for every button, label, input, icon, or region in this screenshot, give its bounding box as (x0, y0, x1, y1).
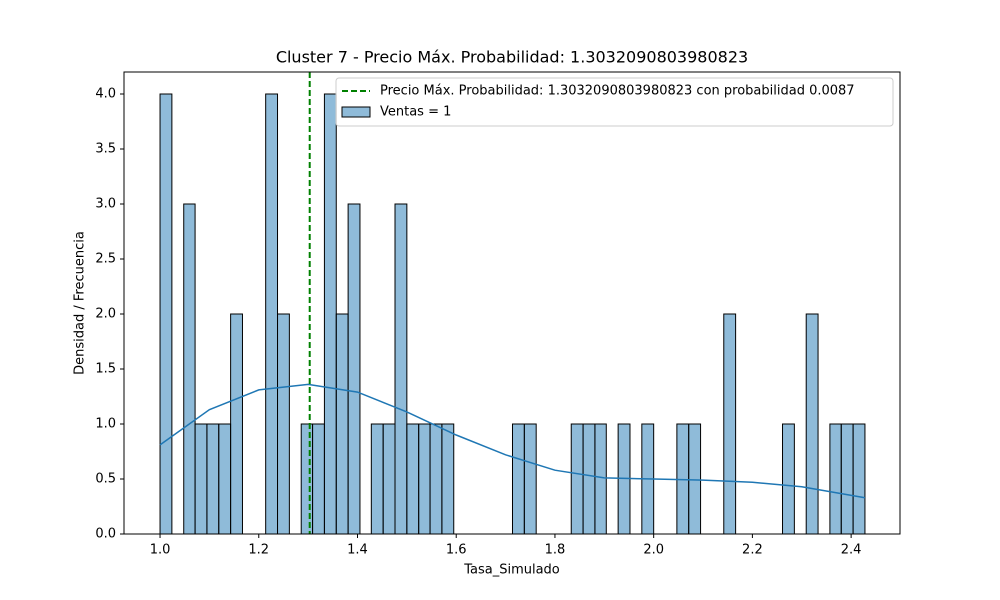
legend-label: Precio Máx. Probabilidad: 1.303209080398… (380, 84, 855, 99)
bar (594, 423, 607, 535)
bar (394, 203, 408, 535)
bar (840, 423, 854, 535)
bar (230, 313, 243, 535)
bar (441, 423, 455, 535)
legend-box (335, 77, 894, 127)
bar (206, 423, 220, 535)
y-tick-label: 0.0 (95, 527, 116, 542)
bar (805, 313, 819, 535)
bar (523, 423, 537, 535)
bar (406, 423, 420, 535)
bar (335, 313, 349, 535)
bar (183, 203, 196, 535)
bar (194, 423, 208, 535)
y-tick-label: 4.0 (95, 87, 116, 102)
bar (277, 313, 290, 535)
y-tick-label: 3.0 (95, 197, 116, 212)
x-tick-label: 2.2 (742, 543, 763, 558)
x-tick-label: 2.4 (841, 543, 862, 558)
x-tick-label: 1.2 (248, 543, 269, 558)
y-tick-label: 1.0 (95, 417, 116, 432)
bar (829, 423, 842, 535)
bar (418, 423, 431, 535)
y-axis-label: Densidad / Frecuencia (73, 231, 88, 375)
x-tick-label: 2.0 (643, 543, 664, 558)
bar (159, 93, 173, 535)
bar (852, 423, 866, 535)
kde-line (159, 383, 866, 499)
x-tick-label: 1.6 (446, 543, 467, 558)
bar (265, 93, 279, 535)
axes-frame (123, 71, 901, 535)
bar (347, 203, 361, 535)
bar (370, 423, 384, 535)
bar (300, 423, 314, 535)
bar (782, 423, 795, 535)
bar (429, 423, 443, 535)
y-tick-label: 2.0 (95, 307, 116, 322)
bar (688, 423, 702, 535)
bar (570, 423, 584, 535)
bar (312, 423, 325, 535)
bar (511, 423, 525, 535)
x-axis-label: Tasa_Simulado (463, 563, 560, 578)
y-tick-label: 1.5 (95, 362, 116, 377)
y-tick-label: 3.5 (95, 142, 116, 157)
x-tick-label: 1.4 (347, 543, 368, 558)
bar (382, 423, 396, 535)
y-tick-label: 0.5 (95, 472, 116, 487)
bar (582, 423, 596, 535)
chart-title: Cluster 7 - Precio Máx. Probabilidad: 1.… (276, 48, 748, 67)
y-tick-label: 2.5 (95, 252, 116, 267)
x-tick-label: 1.8 (545, 543, 566, 558)
bar (723, 313, 737, 535)
x-tick-label: 1.0 (150, 543, 171, 558)
legend-label: Ventas = 1 (380, 105, 451, 120)
legend-swatch (341, 106, 371, 118)
bar (323, 93, 337, 535)
bar (218, 423, 232, 535)
